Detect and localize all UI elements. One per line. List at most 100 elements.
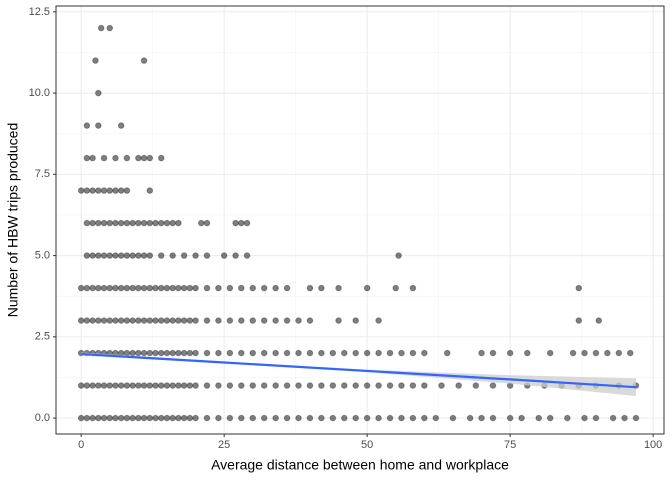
- point: [129, 219, 136, 227]
- point: [77, 382, 85, 389]
- point: [260, 382, 268, 389]
- point: [197, 219, 205, 227]
- y-tick-label: 5.0: [35, 249, 50, 261]
- point: [169, 252, 176, 259]
- point: [83, 382, 91, 389]
- point: [306, 317, 314, 324]
- point: [260, 284, 268, 292]
- point: [238, 284, 245, 292]
- x-tick-label: 25: [218, 439, 230, 451]
- fit-line: [81, 352, 637, 389]
- point: [123, 317, 131, 324]
- point: [455, 382, 462, 389]
- point: [83, 122, 91, 129]
- point: [140, 317, 148, 324]
- point: [112, 219, 119, 227]
- point: [135, 414, 142, 422]
- point: [100, 382, 108, 389]
- point: [226, 414, 234, 422]
- point: [77, 187, 85, 194]
- point: [186, 317, 194, 324]
- point: [632, 414, 640, 422]
- point: [295, 349, 302, 357]
- point: [335, 317, 342, 324]
- point: [117, 414, 125, 422]
- point: [375, 349, 382, 357]
- point: [375, 382, 382, 389]
- point: [117, 252, 125, 259]
- point: [340, 382, 348, 389]
- point: [192, 284, 199, 292]
- point: [272, 317, 279, 324]
- point: [192, 349, 199, 357]
- point: [157, 414, 165, 422]
- point: [524, 349, 531, 357]
- point: [546, 349, 554, 357]
- point: [283, 382, 291, 389]
- point: [152, 284, 159, 292]
- point: [77, 284, 85, 292]
- point: [140, 252, 148, 259]
- point: [146, 349, 154, 357]
- point: [123, 414, 131, 422]
- point: [157, 284, 165, 292]
- point: [335, 284, 342, 292]
- point: [395, 252, 402, 259]
- point: [106, 24, 114, 32]
- point: [203, 219, 211, 227]
- point: [432, 414, 440, 422]
- point: [123, 219, 131, 227]
- point: [595, 317, 603, 324]
- point: [249, 284, 257, 292]
- point: [175, 382, 182, 389]
- point: [152, 317, 159, 324]
- y-tick-label: 10.0: [29, 87, 50, 99]
- point: [220, 252, 228, 259]
- point: [135, 349, 142, 357]
- point: [106, 317, 114, 324]
- point: [146, 317, 154, 324]
- point: [546, 414, 554, 422]
- point: [97, 24, 105, 32]
- point: [169, 382, 176, 389]
- x-tick-label: 0: [78, 439, 84, 451]
- point: [318, 382, 325, 389]
- point: [283, 317, 291, 324]
- point: [192, 252, 199, 259]
- point: [146, 252, 154, 259]
- point: [129, 349, 136, 357]
- point: [112, 382, 119, 389]
- point: [215, 284, 222, 292]
- point: [506, 414, 514, 422]
- plot-background: [56, 6, 664, 434]
- point: [180, 284, 188, 292]
- point: [89, 154, 96, 162]
- point: [249, 317, 257, 324]
- point: [169, 317, 176, 324]
- point: [92, 57, 99, 64]
- point: [226, 349, 234, 357]
- point: [89, 252, 96, 259]
- y-tick-label: 7.5: [35, 168, 50, 180]
- point: [100, 187, 108, 194]
- point: [129, 284, 136, 292]
- point: [226, 317, 234, 324]
- point: [135, 284, 142, 292]
- point: [117, 219, 125, 227]
- point: [306, 382, 314, 389]
- point: [146, 414, 154, 422]
- point: [386, 349, 394, 357]
- point: [135, 382, 142, 389]
- point: [535, 414, 543, 422]
- point: [272, 414, 279, 422]
- y-tick-label: 0.0: [35, 412, 50, 424]
- point: [180, 317, 188, 324]
- point: [340, 349, 348, 357]
- point: [95, 122, 102, 129]
- point: [249, 349, 257, 357]
- point: [106, 219, 114, 227]
- point: [238, 317, 245, 324]
- point: [375, 414, 382, 422]
- point: [112, 187, 119, 194]
- point: [83, 219, 91, 227]
